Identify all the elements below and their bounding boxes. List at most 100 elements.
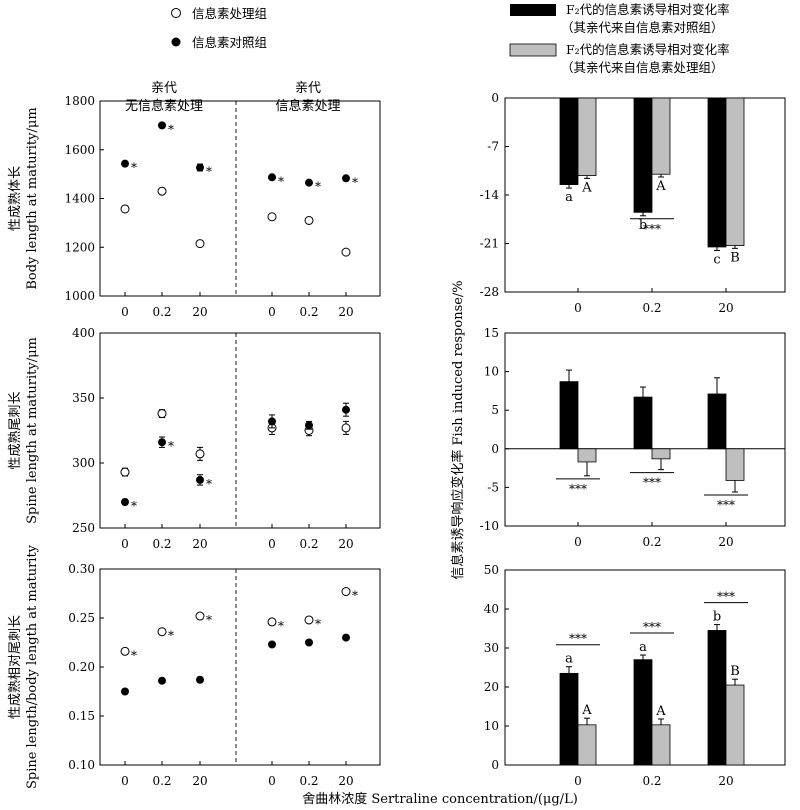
significance-star: * (352, 589, 358, 603)
scatter-panel-0: 1000 1200 1400 1600 1800 0 0.2 20 0 0.2 20 性成熟体长 Bod… (7, 81, 381, 319)
significance-label: *** (643, 620, 661, 634)
point-control (158, 438, 166, 447)
point-control (305, 421, 313, 430)
y-axis-title-en: Body length at maturity/μm (25, 107, 40, 289)
x-tick-label: 20 (192, 774, 207, 788)
bar-treated (725, 448, 745, 481)
group-letter: A (581, 703, 592, 718)
y-tick-label: -5 (487, 480, 499, 494)
legend-swatch-treated (509, 43, 557, 57)
y-tick-label: 0 (491, 442, 499, 456)
bar-treated (577, 448, 597, 463)
x-tick-label: 0 (268, 774, 276, 788)
significance-star: * (206, 613, 212, 627)
legend-swatch-control (510, 4, 556, 16)
point-control (196, 163, 204, 172)
x-tick-label: 0 (268, 305, 276, 319)
x-tick-label: 0 (574, 301, 582, 315)
group-label-line2: 无信息素处理 (125, 98, 203, 114)
y-tick-label: 1000 (64, 289, 95, 303)
y-tick-label: 50 (484, 563, 499, 577)
legend-left: 信息素处理组 信息素对照组 (171, 6, 267, 50)
legend-control-label: 信息素对照组 (192, 35, 267, 50)
point-treated (157, 409, 167, 419)
y-axis-title-en: Spine length/body length at maturity (25, 544, 40, 789)
y-tick-label: -7 (487, 140, 499, 154)
point-treated (157, 627, 167, 637)
point-treated (341, 247, 351, 257)
bar-treated (725, 97, 745, 246)
legend-treated-line1: F₂代的信息素诱导相对变化率 (566, 42, 730, 57)
plot-frame (504, 332, 786, 527)
y-axis-title-cn: 性成熟相对尾刺长 (7, 615, 23, 719)
y-tick-label: 15 (484, 326, 499, 340)
y-tick-label: 0.15 (68, 709, 95, 723)
bar-control (707, 630, 727, 766)
significance-star: * (168, 629, 174, 643)
bar-treated (577, 97, 597, 176)
x-tick-label: 0 (574, 774, 582, 788)
significance-star: * (206, 477, 212, 491)
group-label-line2: 信息素处理 (275, 98, 340, 114)
y-tick-label: -21 (480, 237, 499, 251)
x-tick-label: 0 (121, 537, 129, 551)
bar-control (559, 97, 579, 186)
significance-label: *** (643, 476, 661, 490)
scatter-panel-2: 0.10 0.15 0.20 0.25 0.30 0 0.2 20 0 0.2 20 性成熟相对尾刺长… (7, 544, 381, 789)
group-letter: a (639, 640, 647, 655)
right-y-axis-title: 信息素诱导响应变化率 Fish induced response/% (450, 280, 466, 579)
bar-panel-5: 0 10 20 30 40 50 0 0.2 20 a a b A A B *** *** *** (484, 563, 786, 788)
group-letter: a (565, 652, 573, 667)
x-tick-label: 20 (192, 537, 207, 551)
x-tick-label: 20 (718, 774, 733, 788)
y-axis-title-en: Spine length at maturity/μm (25, 337, 40, 524)
x-tick-label: 0.2 (299, 305, 318, 319)
y-tick-label: 10 (484, 719, 499, 733)
point-control (158, 676, 166, 685)
x-tick-label: 0.2 (152, 537, 171, 551)
group-letter: B (730, 250, 740, 265)
bar-treated (651, 448, 671, 460)
group-letter: c (713, 252, 720, 267)
group-letter: A (655, 704, 666, 719)
bar-treated (651, 724, 671, 766)
x-axis-title: 舍曲林浓度 Sertraline concentration/(μg/L) (302, 791, 578, 807)
group-label-line1: 亲代 (295, 81, 321, 96)
group-letter: A (655, 179, 666, 194)
x-tick-label: 0.2 (642, 301, 661, 315)
significance-star: * (278, 619, 284, 633)
y-tick-label: 350 (72, 391, 95, 405)
group-label-line1: 亲代 (151, 81, 177, 96)
group-letter: B (730, 664, 740, 679)
point-treated (267, 617, 277, 627)
plot-frame (99, 568, 381, 766)
y-tick-label: 10 (484, 365, 499, 379)
significance-star: * (352, 175, 358, 189)
point-control (268, 173, 276, 182)
x-tick-label: 20 (338, 305, 353, 319)
scatter-panel-1: 250 300 350 400 0 0.2 20 0 0.2 20 性成熟尾刺长 Spine leng… (7, 326, 381, 551)
bar-control (559, 381, 579, 450)
point-control (268, 417, 276, 426)
group-letter: a (565, 190, 573, 205)
point-treated (120, 646, 130, 656)
x-tick-label: 20 (338, 537, 353, 551)
bar-control (633, 396, 653, 450)
point-control (305, 638, 313, 647)
x-tick-label: 0.2 (299, 774, 318, 788)
y-tick-label: 0.30 (68, 562, 95, 576)
point-control (196, 675, 204, 684)
plot-frame (99, 332, 381, 529)
point-treated (304, 215, 314, 225)
point-control (342, 405, 350, 414)
bar-control (707, 97, 727, 248)
group-letter: b (639, 218, 647, 233)
significance-star: * (131, 648, 137, 662)
x-tick-label: 0 (574, 535, 582, 549)
x-tick-label: 0.2 (152, 774, 171, 788)
group-letter: b (713, 610, 721, 625)
x-tick-label: 20 (192, 305, 207, 319)
y-tick-label: 0 (491, 91, 499, 105)
y-tick-label: 40 (484, 602, 499, 616)
